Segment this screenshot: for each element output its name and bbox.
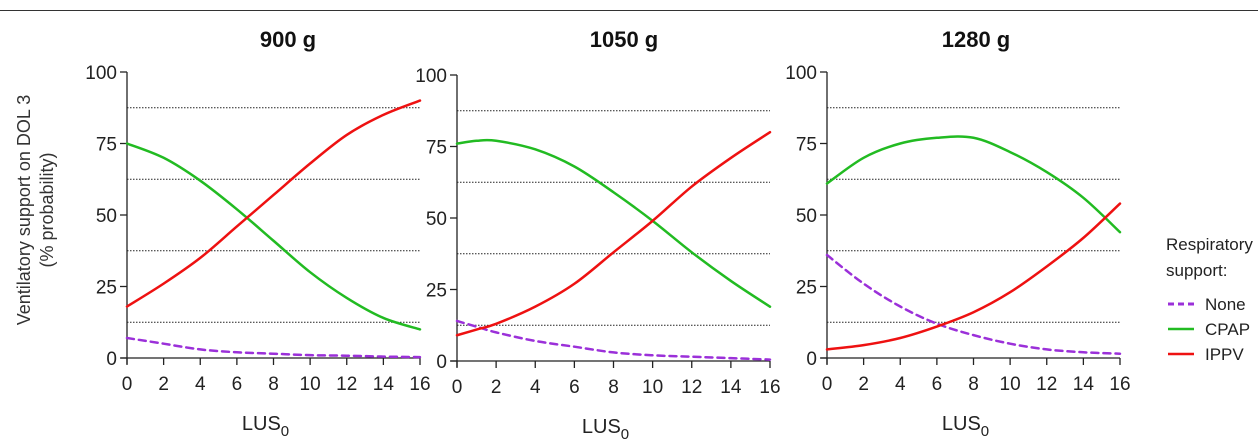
series-line-ippv [125,99,422,308]
series-line-cpap [825,135,1122,234]
x-tick-label: 16 [1109,374,1130,395]
x-tick-label: 4 [530,377,541,398]
panel-title: 1280 g [942,27,1011,52]
legend: Respiratory support: None CPAP IPPV [1166,235,1253,364]
y-axis-title-line2: (% probability) [37,152,57,267]
x-axis-title: LUS0 [582,416,629,443]
legend-label-ippv: IPPV [1205,345,1244,364]
x-tick-label: 10 [300,374,321,395]
y-axis-title-line1: Ventilatory support on DOL 3 [14,95,34,325]
y-tick-label: 50 [96,206,117,227]
x-tick-label: 2 [491,377,502,398]
x-tick-label: 16 [759,377,780,398]
x-tick-label: 10 [642,377,663,398]
x-tick-label: 4 [195,374,206,395]
x-axis-title: LUS0 [242,413,289,440]
series-line-none [455,319,772,361]
legend-title-line2: support: [1166,261,1227,280]
x-tick-label: 14 [373,374,395,395]
y-tick-label: 75 [426,138,447,159]
y-tick-label: 50 [426,209,447,230]
x-tick-label: 0 [822,374,833,395]
series-line-none [125,336,422,359]
x-tick-label: 8 [608,377,619,398]
series-line-none [825,253,1122,355]
x-tick-label: 12 [681,377,702,398]
y-tick-label: 75 [96,135,117,156]
x-tick-label: 8 [968,374,979,395]
series-line-ippv [825,202,1122,351]
x-tick-label: 6 [232,374,243,395]
x-tick-label: 12 [1036,374,1057,395]
y-tick-label: 0 [436,352,447,373]
legend-title-line1: Respiratory [1166,235,1253,254]
legend-label-cpap: CPAP [1205,320,1250,339]
top-border-line [0,10,1258,11]
y-tick-label: 100 [785,63,817,84]
panel-3: 1280 g 0 25 50 75 100 0 2 4 6 8 10 12 14 16 LUS0 [785,27,1130,440]
panel-title: 900 g [260,27,316,52]
x-tick-label: 0 [452,377,463,398]
y-tick-label: 50 [796,206,817,227]
x-tick-label: 10 [1000,374,1021,395]
series-line-cpap [455,138,772,308]
x-tick-label: 16 [409,374,430,395]
y-tick-label: 25 [96,278,117,299]
x-tick-label: 2 [158,374,169,395]
x-tick-label: 12 [336,374,357,395]
series-line-ippv [455,130,772,337]
y-tick-label: 0 [806,349,817,370]
panel-title: 1050 g [590,27,659,52]
y-tick-label: 100 [415,66,447,87]
y-tick-label: 25 [426,281,447,302]
x-tick-label: 4 [895,374,906,395]
x-tick-label: 0 [122,374,133,395]
panel-1: 900 g 0 25 50 75 100 0 2 4 6 8 10 12 14 16 LUS0 [85,27,430,440]
x-tick-label: 8 [268,374,279,395]
y-tick-label: 25 [796,278,817,299]
x-axis-title: LUS0 [942,413,989,440]
x-tick-label: 14 [1073,374,1095,395]
legend-label-none: None [1205,295,1246,314]
panel-2: 1050 g 0 25 50 75 100 0 2 4 6 8 10 12 14 16 LUS0 [415,27,780,443]
x-tick-label: 14 [720,377,742,398]
x-tick-label: 6 [932,374,943,395]
series-line-cpap [125,142,422,331]
y-tick-label: 0 [106,349,117,370]
y-tick-label: 75 [796,135,817,156]
y-tick-label: 100 [85,63,117,84]
x-tick-label: 6 [569,377,580,398]
x-tick-label: 2 [858,374,869,395]
